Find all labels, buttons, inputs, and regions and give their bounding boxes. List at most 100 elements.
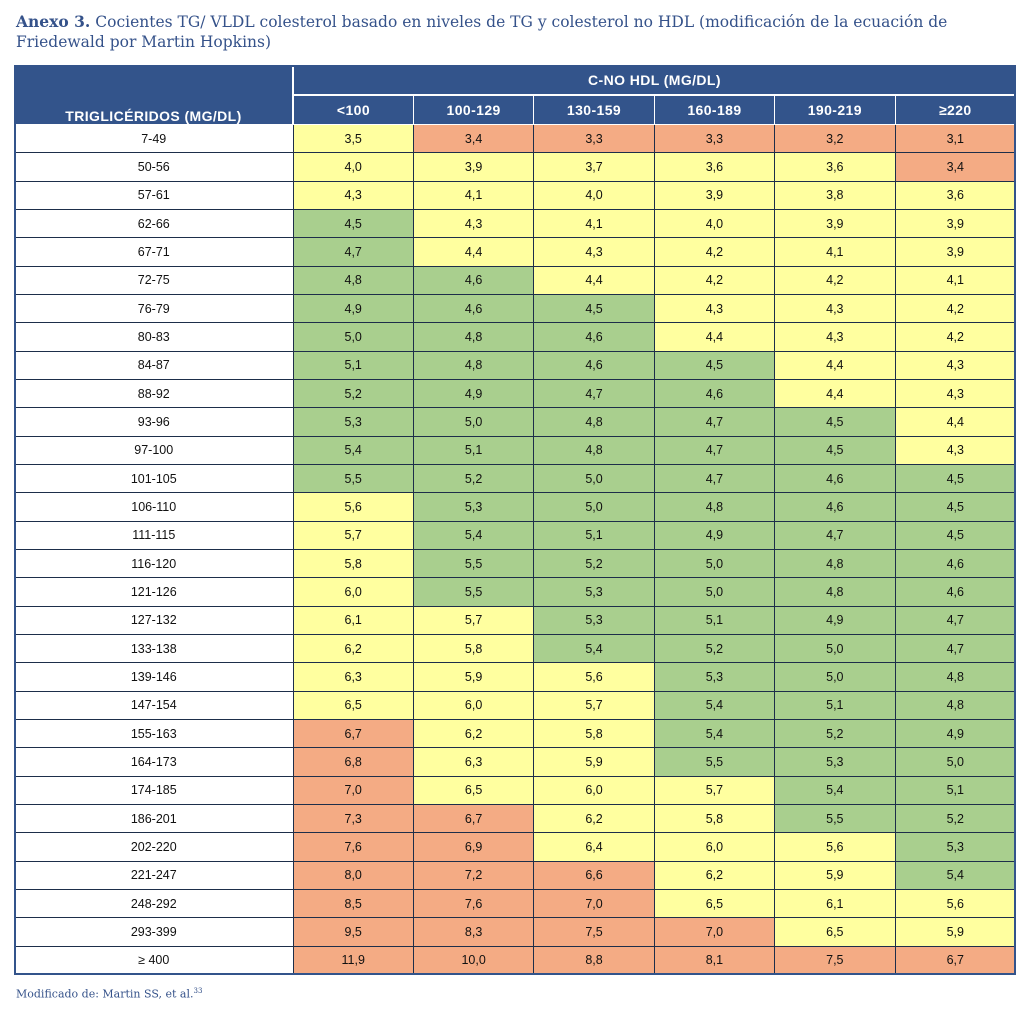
table-row: 57-61 4,3 4,1 4,0 3,9 3,8 3,6	[14, 180, 1017, 210]
ratio-cell: 5,0	[774, 662, 896, 692]
table-row: ≥ 400 11,9 10,0 8,8 8,1 7,5 6,7	[14, 945, 1017, 976]
ratio-cell: 4,3	[292, 180, 414, 210]
ratio-cell: 6,5	[292, 690, 414, 720]
ratio-cell: 4,0	[533, 180, 655, 210]
ratio-cell: 4,6	[412, 265, 535, 295]
ratio-cell: 4,7	[653, 407, 776, 437]
ratio-cell: 3,5	[292, 123, 414, 154]
table-row: 202-220 7,6 6,9 6,4 6,0 5,6 5,3	[14, 832, 1017, 862]
ratio-cell: 4,7	[894, 605, 1017, 635]
ratio-cell: 5,6	[894, 888, 1017, 919]
ratio-cell: 4,6	[533, 322, 655, 352]
table-row: 88-92 5,2 4,9 4,7 4,6 4,4 4,3	[14, 378, 1017, 409]
ratio-cell: 3,2	[774, 123, 896, 154]
ratio-cell: 4,5	[653, 350, 776, 380]
ratio-cell: 3,4	[412, 123, 535, 154]
triglycerides-range-cell: 221-247	[14, 860, 294, 890]
ratio-cell: 5,1	[292, 350, 414, 380]
table-row: 72-75 4,8 4,6 4,4 4,2 4,2 4,1	[14, 265, 1017, 295]
table-row: 62-66 4,5 4,3 4,1 4,0 3,9 3,9	[14, 208, 1017, 239]
ratio-cell: 4,6	[412, 293, 535, 324]
triglycerides-range-cell: 93-96	[14, 407, 294, 437]
ratio-cell: 4,4	[412, 237, 535, 267]
table-row: 111-115 5,7 5,4 5,1 4,9 4,7 4,5	[14, 520, 1017, 550]
ratio-cell: 5,7	[653, 775, 776, 805]
table-caption: Anexo 3. Cocientes TG/ VLDL colesterol b…	[16, 12, 1006, 52]
triglycerides-range-cell: 139-146	[14, 662, 294, 692]
ratio-cell: 5,6	[774, 832, 896, 862]
ratio-cell: 4,3	[653, 293, 776, 324]
ratio-cell: 3,6	[653, 152, 776, 182]
ratio-cell: 5,3	[533, 577, 655, 607]
ratio-cell: 5,5	[774, 803, 896, 834]
ratio-cell: 6,8	[292, 747, 414, 777]
ratio-cell: 5,9	[412, 662, 535, 692]
table-row: 248-292 8,5 7,6 7,0 6,5 6,1 5,6	[14, 888, 1017, 919]
ratio-cell: 5,2	[533, 548, 655, 579]
ratio-cell: 4,9	[653, 520, 776, 550]
triglycerides-range-cell: 88-92	[14, 378, 294, 409]
ratio-cell: 4,5	[894, 520, 1017, 550]
ratio-cell: 5,7	[292, 520, 414, 550]
column-header: 100-129	[412, 94, 535, 125]
ratio-cell: 9,5	[292, 917, 414, 947]
ratio-cell: 3,9	[412, 152, 535, 182]
triglycerides-header: TRIGLICÉRIDOS (MG/DL)	[14, 65, 294, 125]
ratio-cell: 4,3	[894, 350, 1017, 380]
triglycerides-range-cell: 50-56	[14, 152, 294, 182]
ratio-cell: 7,0	[292, 775, 414, 805]
table-row: 116-120 5,8 5,5 5,2 5,0 4,8 4,6	[14, 548, 1017, 579]
triglycerides-range-cell: 72-75	[14, 265, 294, 295]
ratio-cell: 4,5	[774, 407, 896, 437]
column-header: <100	[291, 94, 414, 125]
column-header: 160-189	[653, 94, 776, 125]
ratio-cell: 4,4	[894, 407, 1017, 437]
ratio-cell: 5,1	[412, 435, 535, 465]
ratio-cell: 3,7	[533, 152, 655, 182]
ratio-cell: 4,8	[653, 492, 776, 522]
ratio-cell: 5,1	[533, 520, 655, 550]
table-row: 139-146 6,3 5,9 5,6 5,3 5,0 4,8	[14, 662, 1017, 692]
ratio-cell: 4,6	[774, 463, 896, 494]
ratio-cell: 4,9	[774, 605, 896, 635]
ratio-cell: 4,5	[774, 435, 896, 465]
ratio-cell: 6,2	[533, 803, 655, 834]
ratio-cell: 4,3	[894, 435, 1017, 465]
ratio-cell: 6,7	[894, 945, 1017, 976]
table-row: 133-138 6,2 5,8 5,4 5,2 5,0 4,7	[14, 633, 1017, 664]
ratio-cell: 4,2	[653, 265, 776, 295]
ratio-cell: 3,9	[894, 208, 1017, 239]
ratio-cell: 4,7	[774, 520, 896, 550]
table-row: 121-126 6,0 5,5 5,3 5,0 4,8 4,6	[14, 577, 1017, 607]
ratio-cell: 5,4	[653, 690, 776, 720]
triglycerides-range-cell: 174-185	[14, 775, 294, 805]
triglycerides-range-cell: 186-201	[14, 803, 294, 834]
ratio-cell: 8,8	[533, 945, 655, 976]
ratio-cell: 5,2	[894, 803, 1017, 834]
ratio-cell: 11,9	[292, 945, 414, 976]
triglycerides-range-cell: 164-173	[14, 747, 294, 777]
triglycerides-range-cell: 248-292	[14, 888, 294, 919]
ratio-cell: 6,0	[653, 832, 776, 862]
ratio-cell: 5,8	[412, 633, 535, 664]
ratio-cell: 4,6	[894, 577, 1017, 607]
ratio-cell: 4,3	[774, 322, 896, 352]
ratio-cell: 6,9	[412, 832, 535, 862]
ratio-cell: 5,3	[894, 832, 1017, 862]
ratio-cell: 6,7	[412, 803, 535, 834]
ratio-cell: 5,1	[894, 775, 1017, 805]
ratio-cell: 4,3	[774, 293, 896, 324]
ratio-cell: 6,1	[292, 605, 414, 635]
ratio-cell: 4,6	[653, 378, 776, 409]
ratio-cell: 6,2	[292, 633, 414, 664]
triglycerides-range-cell: 116-120	[14, 548, 294, 579]
table-row: 67-71 4,7 4,4 4,3 4,2 4,1 3,9	[14, 237, 1017, 267]
ratio-cell: 3,4	[894, 152, 1017, 182]
table-row: 174-185 7,0 6,5 6,0 5,7 5,4 5,1	[14, 775, 1017, 805]
table-row: 127-132 6,1 5,7 5,3 5,1 4,9 4,7	[14, 605, 1017, 635]
ratio-cell: 5,0	[412, 407, 535, 437]
ratio-cell: 7,5	[533, 917, 655, 947]
ratio-cell: 5,0	[653, 577, 776, 607]
ratio-cell: 3,6	[894, 180, 1017, 210]
ratio-cell: 4,1	[533, 208, 655, 239]
